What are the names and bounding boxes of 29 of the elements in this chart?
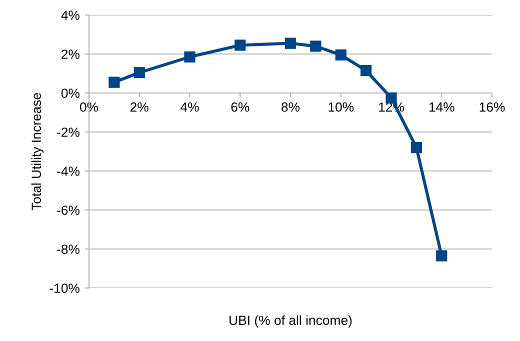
x-axis-title: UBI (% of all income) xyxy=(230,315,352,328)
y-tick-label: 4% xyxy=(61,10,80,20)
y-tick-label: -2% xyxy=(57,128,80,137)
point xyxy=(335,49,346,61)
x-tick-label: 8% xyxy=(282,102,300,112)
point xyxy=(310,40,322,52)
x-tick-label: 14% xyxy=(429,102,454,112)
x-tick-label: 6% xyxy=(231,102,250,112)
y-tick-label: 2% xyxy=(62,50,80,59)
point xyxy=(410,142,422,154)
y-tick-label: -6% xyxy=(57,206,80,215)
y-axis-title: Total Utility Increase xyxy=(31,93,44,210)
x-tick-label: 2% xyxy=(130,102,148,112)
point xyxy=(360,65,372,76)
point xyxy=(184,51,196,62)
point xyxy=(234,40,246,51)
x-tick-label: 16% xyxy=(480,102,505,112)
point xyxy=(134,66,145,78)
y-tick-label: -10% xyxy=(50,284,80,293)
x-tick-label: 4% xyxy=(180,102,199,112)
x-tick-label: 0% xyxy=(80,102,98,112)
point xyxy=(284,38,296,49)
point xyxy=(386,92,397,104)
x-tick-label: 10% xyxy=(328,102,354,112)
y-tick-label: -8% xyxy=(57,244,80,254)
point xyxy=(108,76,120,88)
y-tick-label: -4% xyxy=(57,166,80,176)
point xyxy=(436,250,448,262)
y-tick-label: 0% xyxy=(61,88,80,98)
